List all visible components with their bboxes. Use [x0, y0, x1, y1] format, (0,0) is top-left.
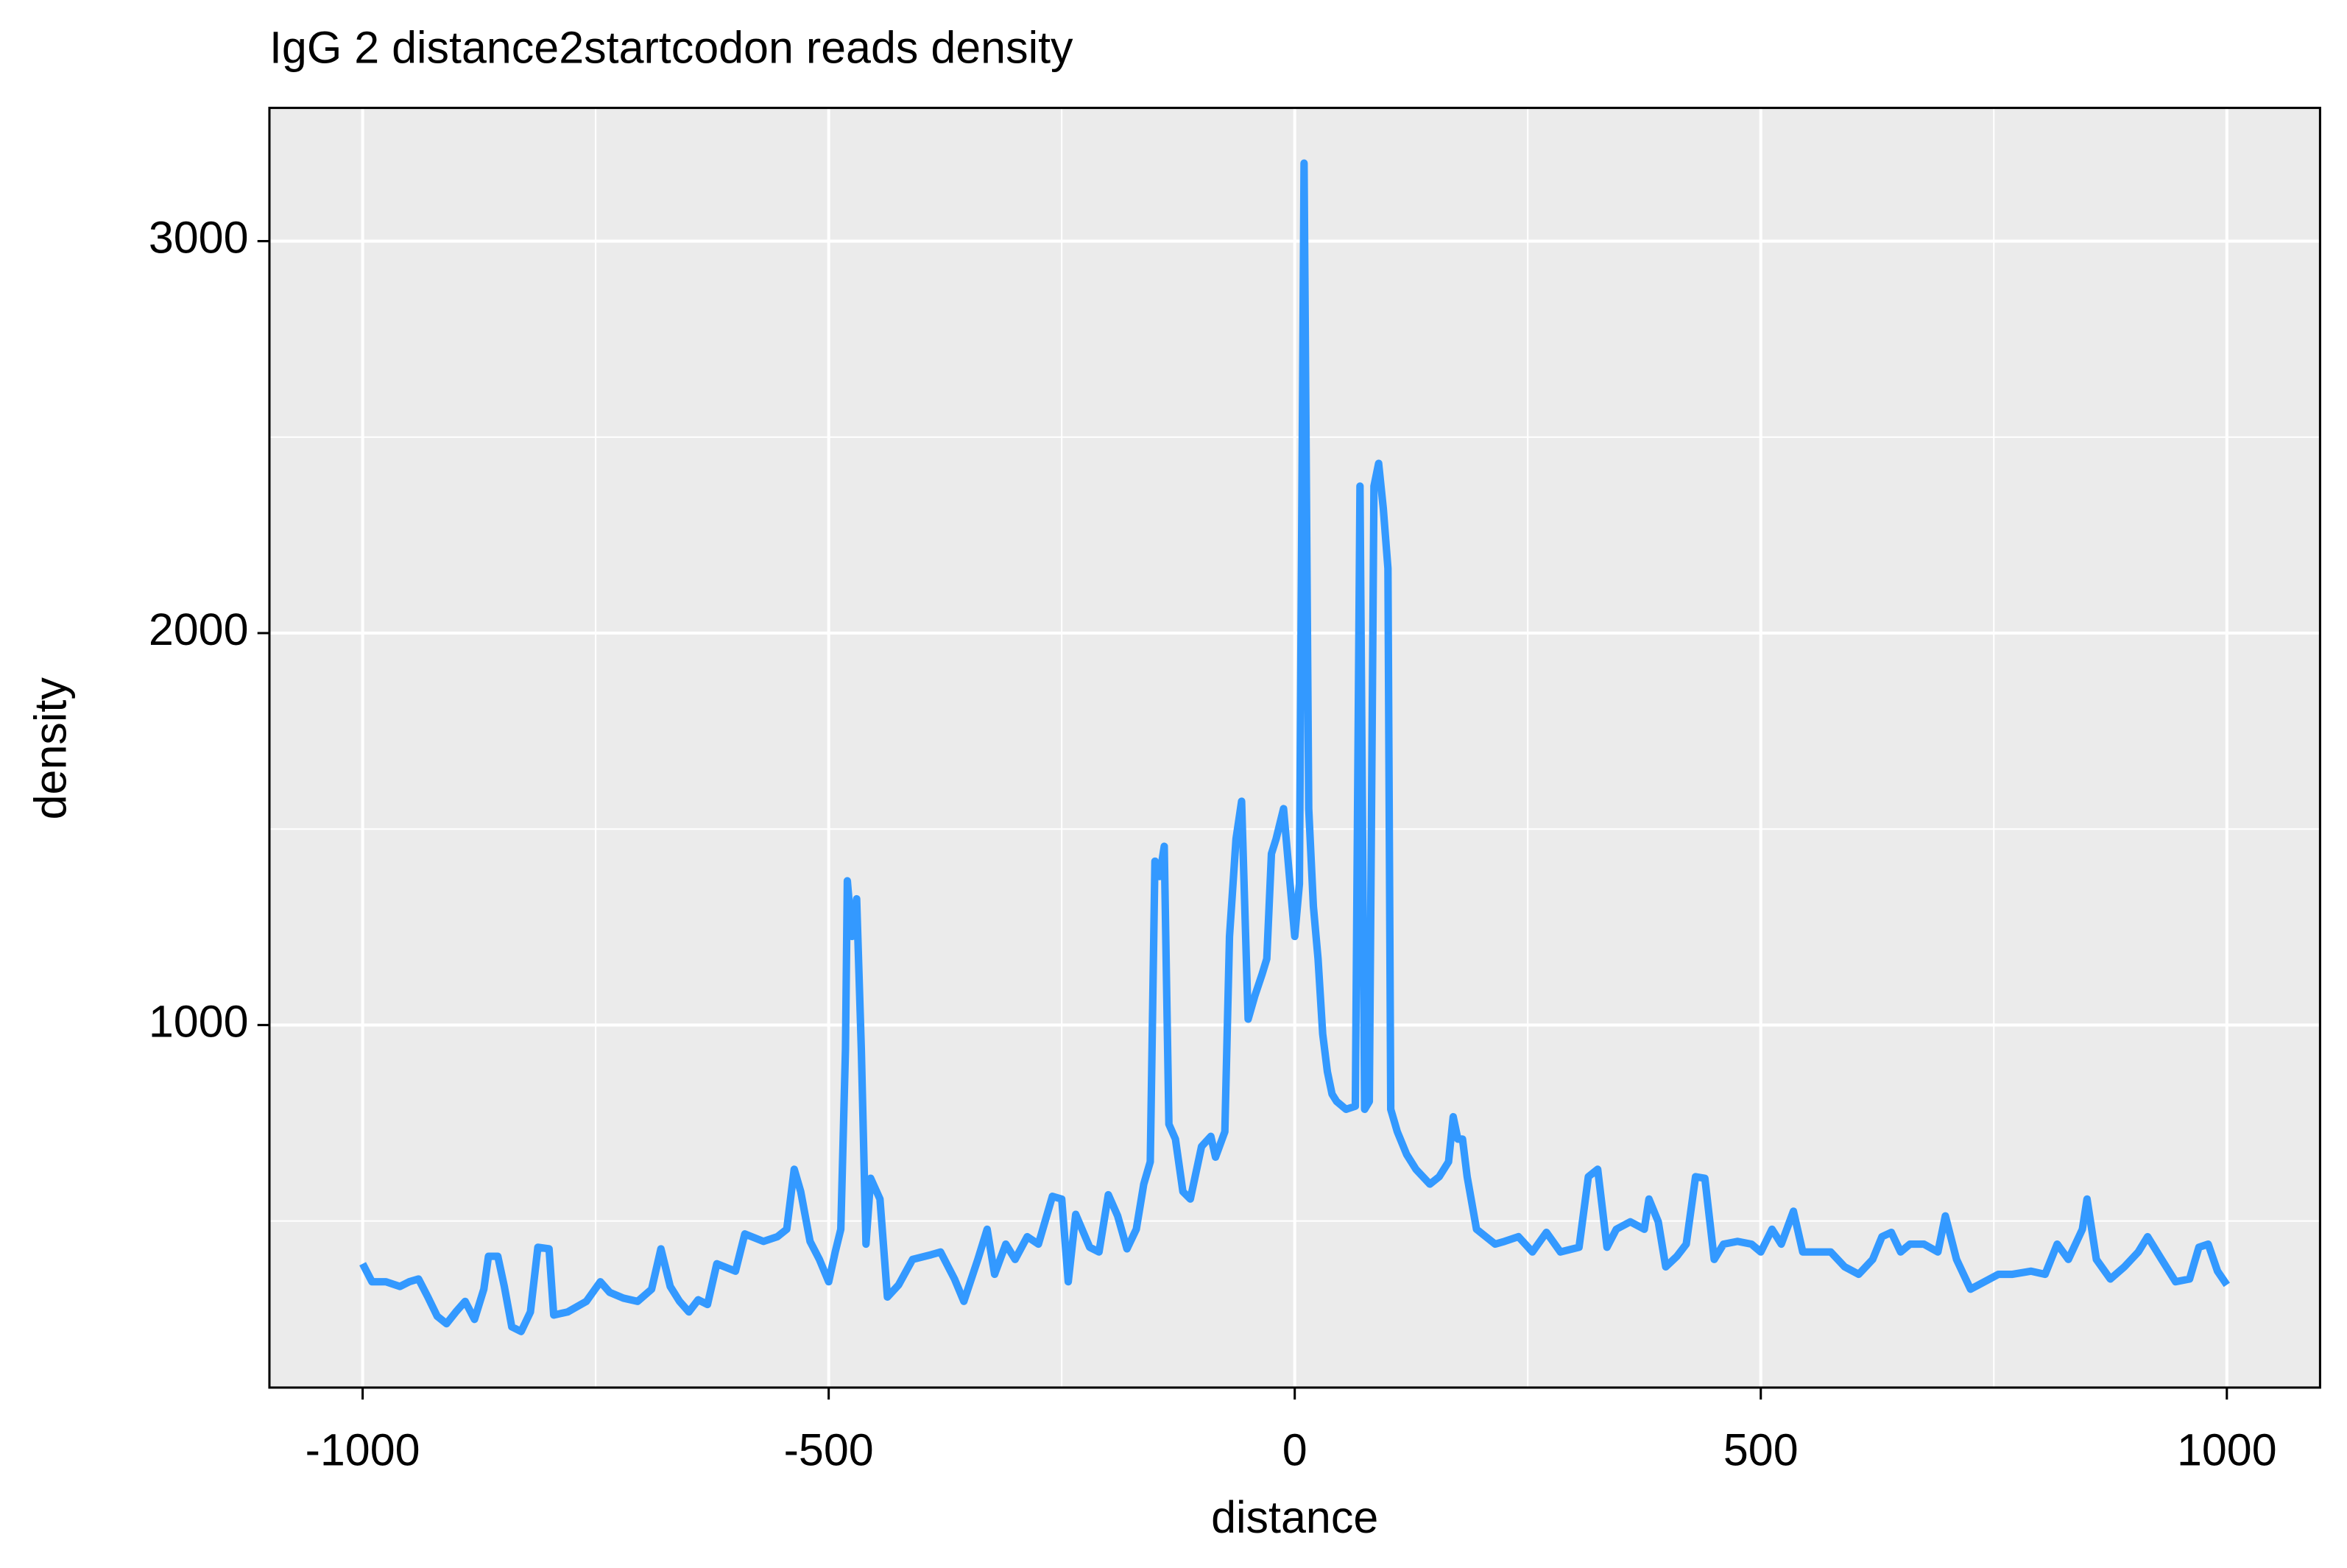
x-tick-label: 1000 [2177, 1424, 2277, 1475]
x-tick-label: 0 [1282, 1424, 1307, 1475]
y-tick-label: 1000 [149, 997, 249, 1047]
chart-title: IgG 2 distance2startcodon reads density [269, 22, 1073, 72]
y-axis-label: density [25, 677, 75, 820]
y-tick-label: 2000 [149, 604, 249, 654]
data-line [359, 159, 2231, 1335]
panel-border [268, 107, 2321, 1389]
x-tick-label: -1000 [306, 1424, 420, 1475]
x-tick-label: 500 [1723, 1424, 1799, 1475]
x-tick-label: -500 [784, 1424, 874, 1475]
y-tick-label: 3000 [149, 213, 249, 263]
x-axis-label: distance [1211, 1492, 1378, 1542]
